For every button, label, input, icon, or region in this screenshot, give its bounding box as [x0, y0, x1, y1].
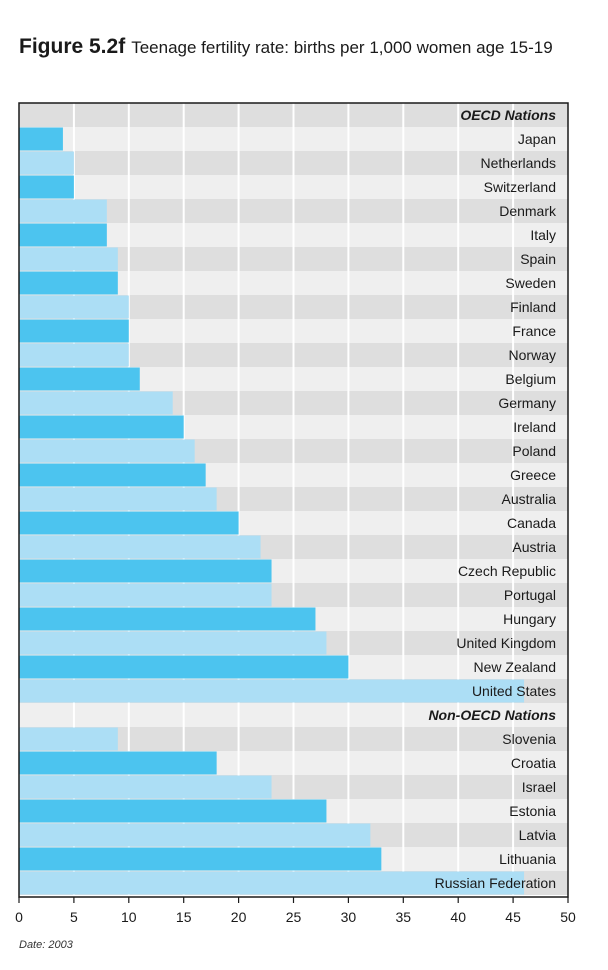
category-label: Belgium — [505, 371, 556, 387]
figure-title: Teenage fertility rate: births per 1,000… — [131, 38, 553, 57]
x-tick-label: 40 — [450, 909, 466, 925]
bar — [19, 679, 525, 703]
category-label: Croatia — [511, 755, 556, 771]
bar — [19, 319, 129, 343]
bar — [19, 583, 272, 607]
category-label: Norway — [509, 347, 556, 363]
category-label: Germany — [498, 395, 556, 411]
bar — [19, 847, 382, 871]
category-label: Hungary — [503, 611, 556, 627]
x-axis: 0 5 10 15 20 25 30 35 40 45 50 — [15, 897, 576, 925]
category-label: Greece — [510, 467, 556, 483]
category-label: United States — [472, 683, 556, 699]
bar — [19, 391, 173, 415]
category-label: Switzerland — [484, 179, 556, 195]
bar — [19, 367, 140, 391]
category-label: Czech Republic — [458, 563, 556, 579]
category-label: Spain — [520, 251, 556, 267]
bar — [19, 871, 525, 895]
x-tick-label: 20 — [231, 909, 247, 925]
category-labels: OECD Nations Japan Netherlands Switzerland D… — [428, 107, 557, 891]
category-label: Sweden — [505, 275, 556, 291]
bar — [19, 415, 184, 439]
category-label: Estonia — [509, 803, 556, 819]
x-tick-label: 35 — [396, 909, 412, 925]
bar — [19, 343, 129, 367]
group-header: OECD Nations — [460, 107, 556, 123]
category-label: Australia — [502, 491, 557, 507]
bar — [19, 799, 327, 823]
bar — [19, 271, 118, 295]
bar — [19, 655, 349, 679]
bar — [19, 439, 195, 463]
bar — [19, 535, 261, 559]
category-label: Netherlands — [481, 155, 557, 171]
category-label: Ireland — [513, 419, 556, 435]
category-label: Finland — [510, 299, 556, 315]
bar — [19, 487, 217, 511]
bar — [19, 823, 371, 847]
category-label: Portugal — [504, 587, 556, 603]
bar — [19, 151, 74, 175]
chart-title: Figure 5.2f Teenage fertility rate: birth… — [19, 34, 589, 60]
category-label: Latvia — [519, 827, 557, 843]
bar — [19, 223, 107, 247]
bar — [19, 775, 272, 799]
x-tick-label: 50 — [560, 909, 576, 925]
date-note: Date: 2003 — [19, 939, 73, 951]
category-label: Lithuania — [499, 851, 556, 867]
bar — [19, 511, 239, 535]
category-label: Canada — [507, 515, 556, 531]
x-tick-label: 0 — [15, 909, 23, 925]
category-label: Russian Federation — [435, 875, 556, 891]
bar — [19, 175, 74, 199]
bar — [19, 463, 206, 487]
x-tick-label: 15 — [176, 909, 192, 925]
bar — [19, 631, 327, 655]
x-tick-label: 5 — [70, 909, 78, 925]
bar — [19, 607, 316, 631]
bar — [19, 295, 129, 319]
bar — [19, 127, 63, 151]
bar — [19, 199, 107, 223]
category-label: Denmark — [499, 203, 557, 219]
x-tick-label: 30 — [341, 909, 357, 925]
category-label: Slovenia — [502, 731, 556, 747]
bars — [19, 127, 525, 895]
category-label: Austria — [512, 539, 556, 555]
group-header: Non-OECD Nations — [428, 707, 556, 723]
x-tick-label: 10 — [121, 909, 137, 925]
category-label: Italy — [530, 227, 556, 243]
category-label: Poland — [512, 443, 556, 459]
bar — [19, 559, 272, 583]
figure-label: Figure 5.2f — [19, 35, 126, 58]
category-label: Japan — [518, 131, 556, 147]
category-label: France — [512, 323, 556, 339]
x-tick-label: 25 — [286, 909, 302, 925]
x-tick-label: 45 — [505, 909, 521, 925]
category-label: New Zealand — [474, 659, 557, 675]
category-label: Israel — [522, 779, 556, 795]
bar — [19, 727, 118, 751]
category-label: United Kingdom — [456, 635, 556, 651]
bar — [19, 247, 118, 271]
bar — [19, 751, 217, 775]
